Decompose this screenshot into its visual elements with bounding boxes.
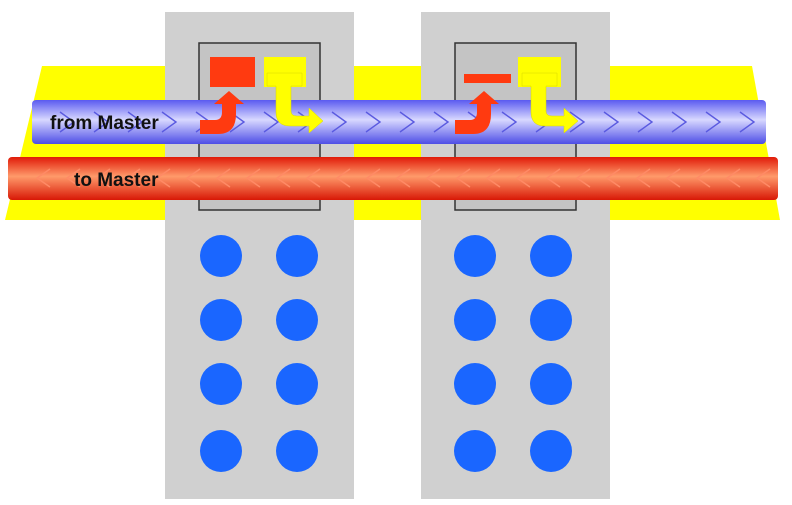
chevron-left-icon bbox=[35, 168, 51, 188]
chevron-left-icon bbox=[635, 168, 651, 188]
chevron-left-icon bbox=[305, 168, 321, 188]
connector-dot bbox=[276, 430, 318, 472]
connector-dot bbox=[530, 430, 572, 472]
chevron-right-icon bbox=[671, 111, 688, 133]
chevron-right-icon bbox=[263, 111, 280, 133]
connector-grid bbox=[454, 235, 572, 472]
chevron-right-icon bbox=[569, 111, 586, 133]
chevron-left-icons bbox=[35, 168, 771, 188]
connector-dot bbox=[530, 235, 572, 277]
chevron-left-icon bbox=[155, 168, 171, 188]
chevron-left-icon bbox=[455, 168, 471, 188]
chevron-left-icon bbox=[65, 168, 81, 188]
connector-dot bbox=[200, 299, 242, 341]
chevron-right-icon bbox=[59, 111, 76, 133]
chevron-right-icon bbox=[501, 111, 518, 133]
tx-block bbox=[464, 74, 511, 83]
chevron-left-icon bbox=[275, 168, 291, 188]
connector-dot bbox=[276, 299, 318, 341]
chevron-left-icon bbox=[545, 168, 561, 188]
curved-arrow-up-icon bbox=[200, 91, 244, 134]
bus-tube bbox=[8, 157, 778, 200]
from-master-label: from Master bbox=[50, 113, 159, 134]
chevron-left-icon bbox=[605, 168, 621, 188]
chevron-left-icon bbox=[395, 168, 411, 188]
module-1 bbox=[165, 12, 354, 499]
chevron-left-icon bbox=[665, 168, 681, 188]
connector-dot bbox=[530, 363, 572, 405]
chevron-left-icon bbox=[215, 168, 231, 188]
connector-dot bbox=[200, 430, 242, 472]
to-master-bus bbox=[8, 157, 778, 200]
chevron-left-icon bbox=[575, 168, 591, 188]
to-master-label: to Master bbox=[74, 170, 159, 191]
chevron-right-icon bbox=[705, 111, 722, 133]
connector-dot bbox=[454, 299, 496, 341]
chevron-left-icon bbox=[485, 168, 501, 188]
connector-dot bbox=[530, 299, 572, 341]
chevron-left-icon bbox=[335, 168, 351, 188]
connector-dot bbox=[454, 430, 496, 472]
chevron-right-icon bbox=[603, 111, 620, 133]
chevron-left-icon bbox=[125, 168, 141, 188]
chevron-left-icon bbox=[365, 168, 381, 188]
connector-dot bbox=[276, 235, 318, 277]
chevron-right-icon bbox=[127, 111, 144, 133]
curved-arrow-down-right-icon bbox=[266, 72, 324, 134]
chevron-left-icon bbox=[515, 168, 531, 188]
chevron-left-icon bbox=[755, 168, 771, 188]
module-2 bbox=[421, 12, 610, 499]
chevron-right-icon bbox=[161, 111, 178, 133]
connector-grid bbox=[200, 235, 318, 472]
chevron-right-icon bbox=[93, 111, 110, 133]
connector-dot bbox=[454, 235, 496, 277]
chevron-right-icon bbox=[739, 111, 756, 133]
chevron-left-icon bbox=[95, 168, 111, 188]
chevron-right-icon bbox=[637, 111, 654, 133]
chevron-right-icon bbox=[399, 111, 416, 133]
chevron-right-icon bbox=[331, 111, 348, 133]
connector-dot bbox=[276, 363, 318, 405]
chevron-left-icon bbox=[695, 168, 711, 188]
connector-dot bbox=[454, 363, 496, 405]
chevron-left-icon bbox=[425, 168, 441, 188]
chevron-right-icon bbox=[433, 111, 450, 133]
connector-dot bbox=[200, 363, 242, 405]
curved-arrow-down-right-icon bbox=[521, 72, 579, 134]
curved-arrow-up-icon bbox=[455, 91, 499, 134]
chevron-left-icon bbox=[245, 168, 261, 188]
chevron-left-icon bbox=[725, 168, 741, 188]
connector-dot bbox=[200, 235, 242, 277]
chevron-left-icon bbox=[185, 168, 201, 188]
chevron-right-icon bbox=[365, 111, 382, 133]
tx-block bbox=[210, 57, 255, 87]
